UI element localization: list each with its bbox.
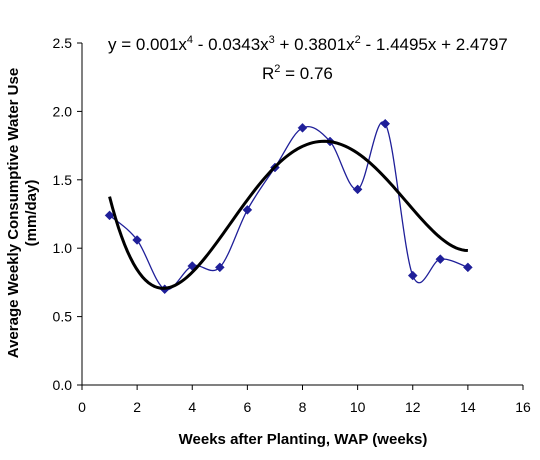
- trendline-layer: [108, 139, 468, 290]
- x-tick-label: 8: [299, 399, 307, 415]
- data-series-line: [109, 121, 469, 291]
- x-tick-label: 10: [350, 399, 366, 415]
- data-point: [297, 122, 308, 133]
- x-tick-label: 16: [515, 399, 531, 415]
- data-point: [352, 184, 363, 195]
- y-axis-title-unit: (mm/day): [23, 180, 40, 247]
- trendline-equation: y = 0.001x4 - 0.0343x3 + 0.3801x2 - 1.44…: [108, 34, 508, 54]
- trendline-curve: [108, 139, 468, 290]
- y-tick-label: 2.5: [53, 35, 73, 51]
- x-tick-label: 6: [243, 399, 251, 415]
- x-tick-label: 14: [460, 399, 476, 415]
- data-point: [214, 262, 225, 273]
- axes: 0.0 0.5 1.0 1.5 2.0 2.5 0 2 4 6 8 10 12 14 16: [53, 35, 531, 415]
- x-tick-label: 12: [405, 399, 421, 415]
- data-point: [242, 205, 253, 215]
- y-axis-title: Average Weekly Consumptive Water Use: [5, 68, 22, 358]
- y-tick-label: 0.5: [53, 309, 73, 325]
- series-layer: [104, 118, 473, 295]
- data-point: [132, 235, 142, 245]
- data-point: [435, 254, 446, 264]
- data-point: [380, 118, 391, 129]
- x-tick-label: 0: [78, 399, 86, 415]
- y-tick-label: 1.5: [53, 172, 73, 188]
- x-axis-title: Weeks after Planting, WAP (weeks): [179, 431, 428, 448]
- x-tick-label: 2: [133, 399, 141, 415]
- data-point: [104, 210, 115, 221]
- y-tick-label: 2.0: [53, 103, 73, 119]
- data-point: [463, 262, 473, 273]
- y-tick-label: 1.0: [53, 240, 73, 256]
- data-point: [407, 270, 418, 281]
- x-tick-label: 4: [188, 399, 196, 415]
- r-squared-label: R2 = 0.76: [262, 63, 333, 83]
- y-tick-label: 0.0: [53, 377, 73, 393]
